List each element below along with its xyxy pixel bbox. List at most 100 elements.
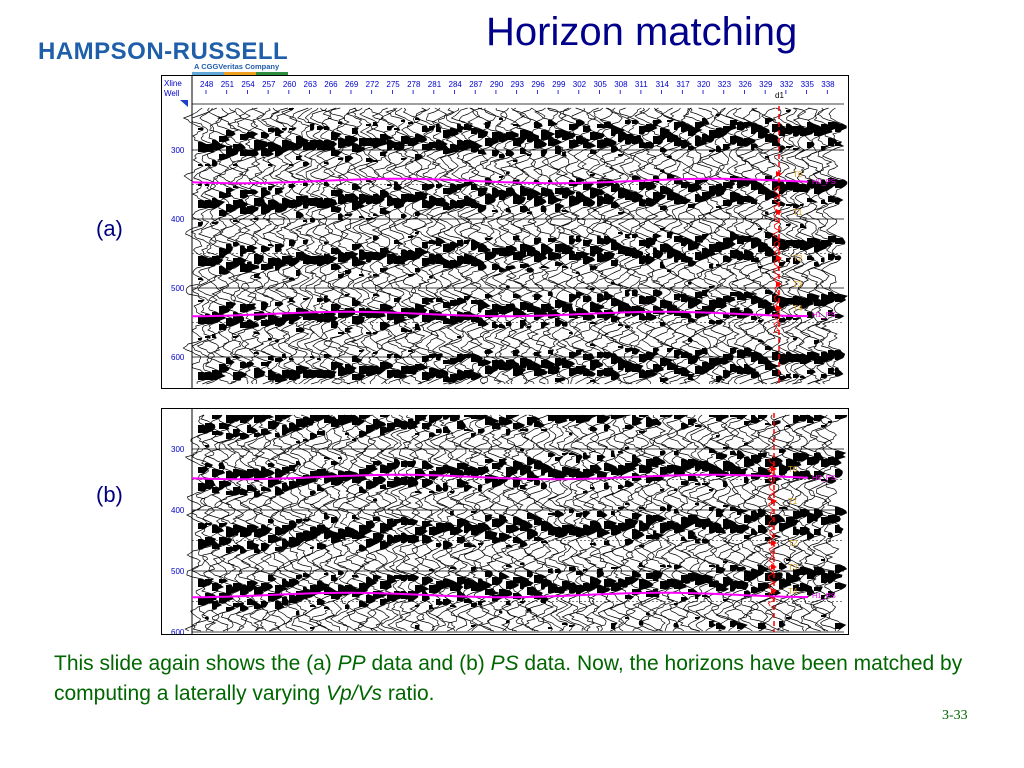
wiggle-fill <box>219 306 231 316</box>
wiggle-fill <box>541 465 553 475</box>
wiggle-fill <box>828 350 838 360</box>
wiggle-fill <box>695 483 701 485</box>
wiggle-fill <box>828 457 842 465</box>
wiggle-fill <box>807 589 815 595</box>
wiggle-fill <box>233 583 246 591</box>
time-tick-label: 400 <box>171 215 185 224</box>
wiggle-fill <box>443 130 454 138</box>
wiggle-fill <box>331 132 342 140</box>
wiggle-fill <box>576 571 583 575</box>
wiggle-fill <box>436 238 446 246</box>
well-top-label: T2 <box>793 254 803 263</box>
wiggle-fill <box>779 146 786 152</box>
wiggle-fill <box>835 180 847 188</box>
caption-text-2: data and (b) <box>365 652 491 675</box>
wiggle-fill <box>310 124 315 130</box>
wiggle-fill <box>744 348 753 356</box>
wiggle-fill <box>457 298 466 304</box>
wiggle-fill <box>765 118 775 124</box>
wiggle-fill <box>401 214 407 218</box>
wiggle-fill <box>730 120 738 126</box>
wiggle-fill <box>198 467 209 473</box>
wiggle-fill <box>702 362 715 372</box>
wiggle-fill <box>422 242 431 248</box>
wiggle-fill <box>828 310 835 316</box>
xline-tick-label: 290 <box>490 80 504 89</box>
wiggle-fill <box>373 352 378 354</box>
wiggle-fill <box>338 158 344 160</box>
wiggle-fill <box>198 523 207 529</box>
wiggle-fill <box>779 240 793 250</box>
wiggle-fill <box>744 421 752 425</box>
wiggle-fill <box>359 469 373 479</box>
xline-tick-label: 266 <box>324 80 338 89</box>
wiggle-fill <box>639 182 652 190</box>
wiggle-fill <box>506 415 519 419</box>
wiggle-fill <box>709 565 716 567</box>
wiggle-fill <box>520 465 533 475</box>
well-top-marker <box>771 588 777 594</box>
wiggle-fill <box>422 591 430 601</box>
wiggle-fill <box>429 196 443 206</box>
wiggle-fill <box>618 346 624 348</box>
wiggle-fill <box>681 312 692 318</box>
wiggle-fill <box>786 374 792 378</box>
wiggle-fill <box>828 533 833 537</box>
wiggle-fill <box>471 545 477 547</box>
wiggle-fill <box>471 240 480 250</box>
wiggle-fill <box>611 316 621 322</box>
wiggle-fill <box>576 513 584 517</box>
wiggle-fill <box>702 595 710 597</box>
wiggle-fill <box>793 338 798 340</box>
well-top-label: T1 <box>788 497 798 506</box>
wiggle-fill <box>233 186 239 188</box>
wiggle-fill <box>569 332 573 334</box>
wiggle-fill <box>723 238 736 248</box>
xline-tick-label: 293 <box>511 80 525 89</box>
wiggle-fill <box>492 519 505 527</box>
wiggle-trace <box>787 414 814 632</box>
wiggle-fill <box>275 374 287 382</box>
wiggle-trace <box>688 107 716 385</box>
wiggle-fill <box>660 244 673 252</box>
wiggle-fill <box>247 425 258 433</box>
wiggle-fill <box>373 499 377 501</box>
wiggle-fill <box>709 320 717 324</box>
wiggle-trace <box>238 107 270 385</box>
wiggle-fill <box>653 234 662 240</box>
wiggle-fill <box>758 583 772 591</box>
wiggle-fill <box>303 182 308 186</box>
wiggle-fill <box>254 274 261 278</box>
wiggle-fill <box>212 222 219 224</box>
wiggle-fill <box>401 120 405 122</box>
wiggle-fill <box>296 270 301 276</box>
wiggle-fill <box>625 348 634 352</box>
wiggle-fill <box>324 254 338 264</box>
wiggle-fill <box>436 429 442 433</box>
wiggle-fill <box>569 583 583 593</box>
wiggle-fill <box>506 208 511 212</box>
wiggle-trace <box>619 414 645 632</box>
wiggle-trace <box>206 107 234 385</box>
wiggle-fill <box>674 350 683 358</box>
wiggle-fill <box>415 527 428 535</box>
wiggle-fill <box>478 415 488 419</box>
wiggle-fill <box>492 188 505 198</box>
wiggle-fill <box>583 256 595 264</box>
wiggle-fill <box>324 457 330 459</box>
wiggle-fill <box>464 429 473 431</box>
wiggle-fill <box>744 535 753 539</box>
wiggle-fill <box>758 623 767 629</box>
wiggle-fill <box>660 451 666 455</box>
wiggle-fill <box>674 294 683 300</box>
well-top-marker <box>771 466 777 472</box>
wiggle-fill <box>247 320 259 328</box>
wiggle-fill <box>240 603 249 611</box>
wiggle-fill <box>765 290 773 294</box>
wiggle-fill <box>611 146 619 152</box>
wiggle-fill <box>716 509 725 517</box>
horizon-label: H0_PS <box>812 177 836 186</box>
xline-tick-label: 323 <box>718 80 732 89</box>
wiggle-fill <box>625 577 639 585</box>
